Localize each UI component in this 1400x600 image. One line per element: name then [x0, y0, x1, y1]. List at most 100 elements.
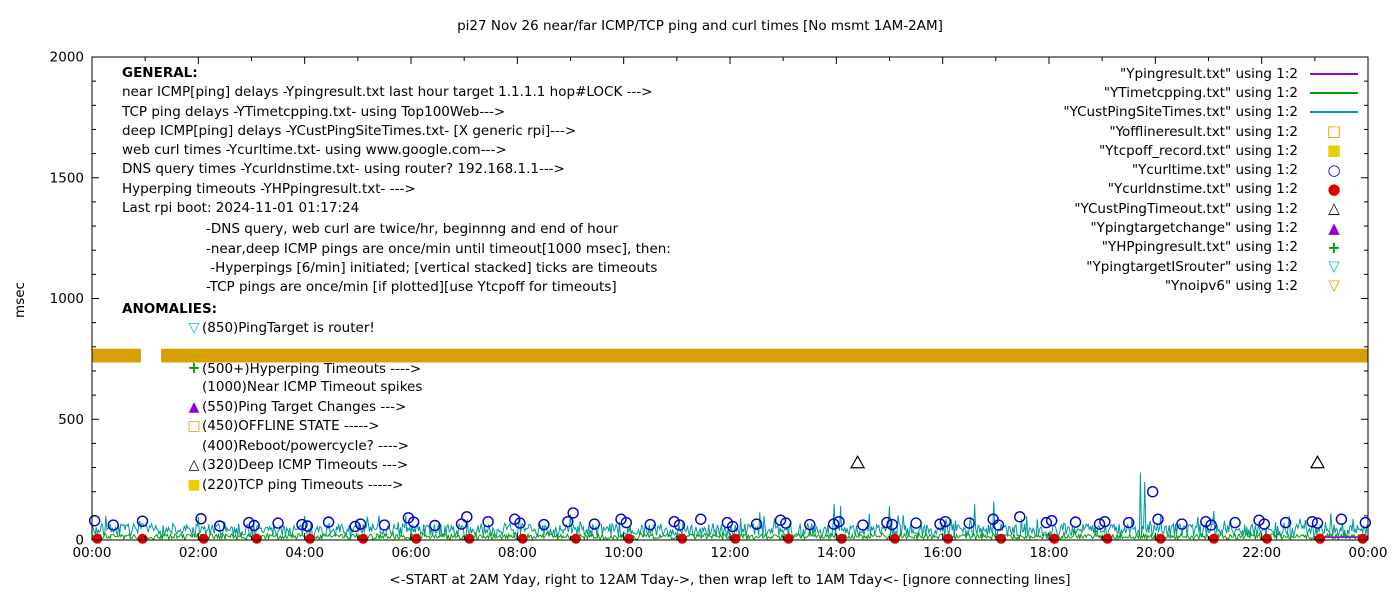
anomaly-text: (500+)Hyperping Timeouts ----> [202, 361, 422, 378]
general-line: TCP ping delays -YTimetcpping.txt- using… [122, 103, 506, 120]
marker-Ycurldnstime.txt [623, 533, 634, 544]
noipv6-band-segment [92, 348, 141, 363]
marker-Ycurldnstime.txt [942, 533, 953, 544]
marker-Ycurldnstime.txt [137, 533, 148, 544]
marker-Ycurltime.txt [482, 515, 494, 528]
marker-Ycurltime.txt [833, 515, 845, 528]
marker-Ycurldnstime.txt [304, 533, 315, 544]
marker-Ycurldnstime.txt [1261, 533, 1272, 544]
general-annotation-block: GENERAL: near ICMP[ping] delays -Ypingre… [122, 64, 671, 298]
anomaly-items: ▽ (850)PingTarget is router! +(500+)Hyperp… [186, 319, 422, 495]
legend-label: "Ycurltime.txt" using 1:2 [1131, 162, 1298, 179]
marker-Ycurltime.txt [455, 518, 468, 530]
marker-Ycurltime.txt [322, 516, 335, 528]
marker-Ycurltime.txt [88, 514, 101, 527]
marker-Ycurltime.txt [1123, 516, 1135, 529]
x-tick-label: 02:00 [179, 545, 218, 561]
marker-Ycurltime.txt [1099, 515, 1111, 528]
marker-Ycurltime.txt [567, 507, 579, 519]
anomaly-text: (220)TCP ping Timeouts -----> [202, 477, 404, 494]
general-line: web curl times -Ycurltime.txt- using www… [122, 142, 507, 159]
marker-Ycurltime.txt [1258, 518, 1271, 530]
marker-Ycurltime.txt [857, 519, 869, 531]
marker-Ycurltime.txt [1014, 511, 1026, 523]
marker-Ycurltime.txt [939, 515, 952, 528]
anomaly-item: (400)Reboot/powercycle? ----> [186, 437, 422, 457]
general-line: Hyperping timeouts -YHPpingresult.txt- -… [122, 180, 416, 197]
marker-Ycurltime.txt [620, 516, 633, 529]
general-heading: GENERAL: [122, 65, 198, 81]
legend-sample: △ [1306, 201, 1362, 216]
marker-Ycurltime.txt [1335, 513, 1348, 525]
anomaly-item: ■(220)TCP ping Timeouts -----> [186, 476, 422, 496]
marker-Ycurltime.txt [1279, 516, 1292, 529]
square-open-icon: □ [187, 418, 201, 435]
legend-item: "YpingtargetISrouter" using 1:2 ▽ [1040, 257, 1362, 276]
legend-label: "Ynoipv6" using 1:2 [1164, 277, 1298, 294]
marker-Ycurltime.txt [248, 519, 260, 532]
marker-Ycurltime.txt [1311, 517, 1324, 529]
marker-Ycurldnstime.txt [1357, 533, 1368, 544]
triangle-open-icon: △ [1328, 199, 1340, 218]
marker-Ycurldnstime.txt [996, 533, 1007, 544]
marker-Ycurltime.txt [774, 514, 787, 526]
x-tick-label: 18:00 [1030, 545, 1069, 561]
legend-label: "YCustPingTimeout.txt" using 1:2 [1074, 200, 1298, 217]
general-line: DNS query times -Ycurldnstime.txt- using… [122, 161, 565, 178]
marker-Ycurltime.txt [407, 516, 420, 528]
legend-label: "Ytcpoff_record.txt" using 1:2 [1098, 142, 1298, 159]
marker-Ycurltime.txt [644, 518, 656, 531]
y-tick-label: 1000 [50, 291, 84, 307]
general-note: -DNS query, web curl are twice/hr, begin… [206, 221, 619, 238]
marker-Ycurltime.txt [354, 518, 367, 530]
line-sample-icon [1310, 91, 1358, 94]
legend-sample [1306, 111, 1362, 114]
marker-Ycurltime.txt [1306, 515, 1318, 528]
marker-Ycurldnstime.txt [251, 533, 262, 544]
marker-Ycurldnstime.txt [358, 533, 369, 544]
legend-sample [1306, 72, 1362, 75]
legend-item: "Ytcpoff_record.txt" using 1:2 ■ [1040, 141, 1362, 160]
y-tick-label: 1500 [50, 170, 84, 186]
marker-Ycurltime.txt [301, 520, 314, 532]
legend-item: "YCustPingSiteTimes.txt" using 1:2 [1040, 103, 1362, 122]
marker-Ycurltime.txt [1152, 513, 1164, 525]
anomalies-annotation-block: ANOMALIES: ▽ (850)PingTarget is router! +(… [122, 300, 422, 496]
anomaly-item: +(500+)Hyperping Timeouts ----> [186, 358, 422, 378]
marker-Ycurltime.txt [1229, 516, 1241, 529]
marker-Ycurltime.txt [695, 513, 707, 525]
legend-label: "Yofflineresult.txt" using 1:2 [1109, 123, 1298, 140]
anomaly-text: (550)Ping Target Changes ---> [202, 398, 407, 415]
x-axis-label: <-START at 2AM Yday, right to 12AM Tday-… [389, 572, 1071, 588]
legend-label: "YHPpingresult.txt" using 1:2 [1101, 239, 1298, 256]
marker-Ycurldnstime.txt [464, 533, 475, 544]
marker-Ycurldnstime.txt [1102, 533, 1113, 544]
marker-Ycurltime.txt [378, 519, 391, 531]
plus-icon: + [187, 358, 201, 378]
triangle-filled-icon: ▲ [188, 398, 200, 415]
marker-Ycurldnstime.txt [570, 533, 581, 544]
marker-Ycurldnstime.txt [889, 533, 900, 544]
marker-Ycurltime.txt [1093, 518, 1106, 530]
legend-item: "Ynoipv6" using 1:2 ▽ [1040, 276, 1362, 295]
legend-item: "Ypingresult.txt" using 1:2 [1040, 64, 1362, 83]
marker-Ycurldnstime.txt [198, 533, 209, 544]
legend-label: "Ycurldnstime.txt" using 1:2 [1107, 181, 1298, 198]
general-note: -near,deep ICMP pings are once/min until… [206, 240, 671, 257]
marker-Ycurltime.txt [107, 519, 119, 531]
anomaly-text: (850)PingTarget is router! [202, 320, 375, 337]
marker-Ycurltime.txt [1205, 519, 1217, 531]
anomaly-item: ▽ (850)PingTarget is router! [186, 319, 422, 339]
marker-Ycurltime.txt [461, 511, 473, 523]
plot-legend: "Ypingresult.txt" using 1:2 "YTimetcpping… [1040, 64, 1362, 296]
noipv6-band-segment [161, 348, 1368, 363]
legend-item: "YHPpingresult.txt" using 1:2 + [1040, 238, 1362, 257]
general-note: -Hyperpings [6/min] initiated; [vertical… [206, 259, 658, 276]
marker-Ycurltime.txt [1176, 518, 1188, 530]
marker-Ycurldnstime.txt [730, 533, 741, 544]
circle-filled-icon: ● [1327, 179, 1341, 198]
y-tick-label: 2000 [50, 50, 84, 66]
legend-label: "Ypingresult.txt" using 1:2 [1120, 65, 1298, 82]
